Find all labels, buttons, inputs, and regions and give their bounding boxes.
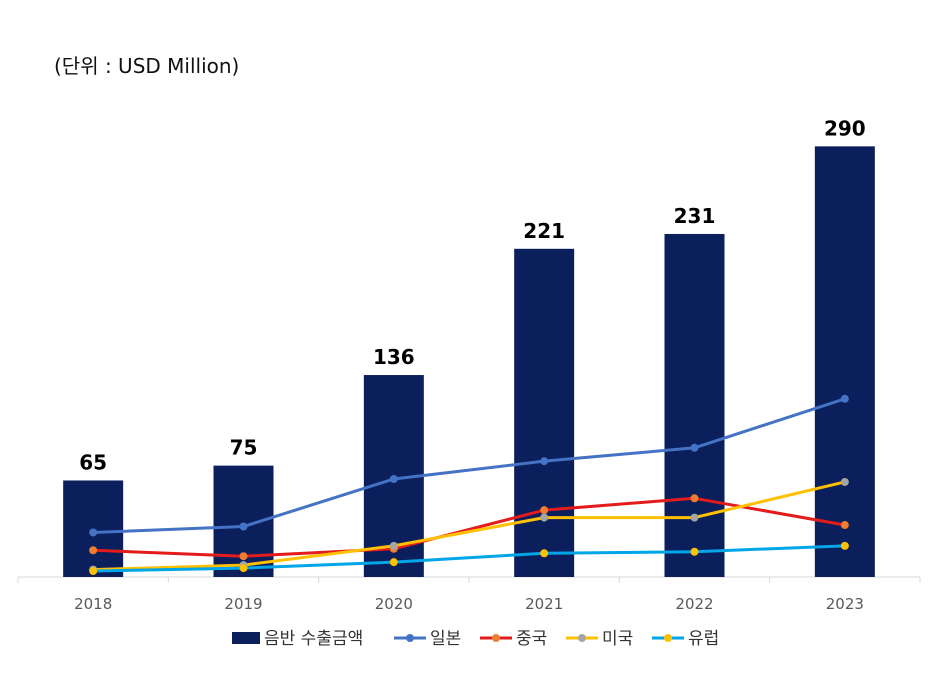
x-tick-label: 2020 xyxy=(375,595,413,613)
unit-label: (단위 : USD Million) xyxy=(54,54,240,78)
bar-data-label: 221 xyxy=(523,219,565,243)
series-point xyxy=(389,474,398,483)
legend-item: 중국 xyxy=(480,629,547,649)
legend-label: 중국 xyxy=(516,629,547,649)
legend-swatch-marker xyxy=(492,634,500,642)
legend-item: 일본 xyxy=(394,629,461,649)
series-point xyxy=(89,546,98,555)
bar xyxy=(814,146,875,577)
series-point xyxy=(389,541,398,550)
x-tick-label: 2021 xyxy=(525,595,563,613)
legend-layer: 음반 수출금액 일본 중국 미국 유럽 xyxy=(232,629,719,649)
bar-labels-layer: 65 75 136 221 231 290 xyxy=(79,116,865,474)
series-point xyxy=(540,549,549,558)
legend-swatch-bar xyxy=(232,632,260,644)
bar-data-label: 75 xyxy=(230,436,258,460)
series-point xyxy=(540,457,549,466)
x-tick-label: 2022 xyxy=(675,595,713,613)
bar-data-label: 136 xyxy=(373,345,415,369)
bar-data-label: 290 xyxy=(824,116,866,140)
series-point xyxy=(840,521,849,530)
bar-data-label: 65 xyxy=(79,450,107,474)
legend-label: 유럽 xyxy=(688,629,719,649)
series-line xyxy=(93,397,846,534)
axis-layer xyxy=(17,576,921,583)
series-point xyxy=(540,513,549,522)
bar xyxy=(664,233,725,577)
series-point xyxy=(690,443,699,452)
series-point xyxy=(840,477,849,486)
series-point xyxy=(840,541,849,550)
x-tick-label: 2023 xyxy=(826,595,864,613)
x-tick-label: 2018 xyxy=(74,595,112,613)
series-point xyxy=(840,394,849,403)
legend-item: 음반 수출금액 xyxy=(232,629,363,649)
lines-layer xyxy=(89,394,849,576)
legend-swatch-marker xyxy=(664,634,672,642)
series-point xyxy=(239,522,248,531)
series-line xyxy=(93,496,846,558)
series-point xyxy=(389,558,398,567)
legend-swatch-marker xyxy=(578,634,586,642)
series-point xyxy=(89,567,98,576)
bar-data-label: 231 xyxy=(674,204,716,228)
series-point xyxy=(690,547,699,556)
series-point xyxy=(239,564,248,573)
bars-layer xyxy=(63,146,875,577)
bar xyxy=(514,248,575,577)
series-point xyxy=(690,494,699,503)
series-point xyxy=(690,513,699,522)
legend-label: 미국 xyxy=(602,629,633,649)
legend-item: 미국 xyxy=(566,629,633,649)
legend-item: 유럽 xyxy=(652,629,719,649)
series-point xyxy=(89,528,98,537)
series-line xyxy=(93,544,845,573)
series-point xyxy=(540,506,549,515)
legend-label: 일본 xyxy=(430,629,461,649)
x-tick-label: 2019 xyxy=(224,595,262,613)
series-line xyxy=(93,480,846,572)
legend-label: 음반 수출금액 xyxy=(264,629,363,649)
series-point xyxy=(239,552,248,561)
ticks-layer: 2018 2019 2020 2021 2022 2023 xyxy=(74,595,864,613)
legend-swatch-marker xyxy=(406,634,414,642)
